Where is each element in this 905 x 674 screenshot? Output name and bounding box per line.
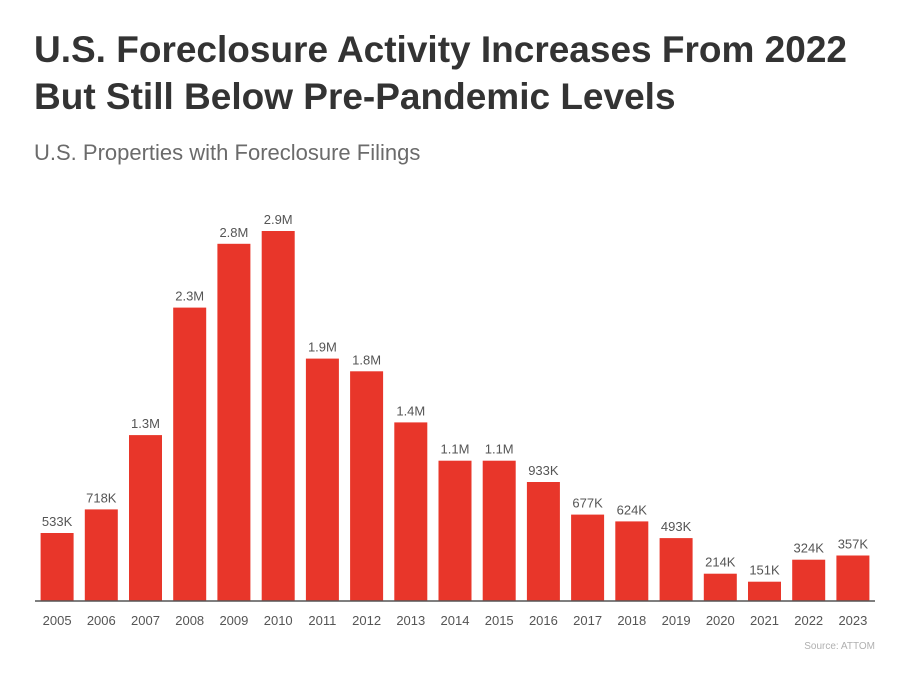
x-tick-label-2014: 2014 [441, 613, 470, 628]
x-tick-label-2006: 2006 [87, 613, 116, 628]
x-tick-label-2012: 2012 [352, 613, 381, 628]
bar-labels-group: 533K 718K 1.3M 2.3M 2.8M 2.9M 1.9M 1.8M 1.4M 1.1M… [42, 212, 868, 578]
x-tick-label-2015: 2015 [485, 613, 514, 628]
bar-value-label-2018: 624K [617, 502, 648, 517]
bar-value-label-2013: 1.4M [396, 403, 425, 418]
bar-2018 [615, 521, 649, 601]
bar-value-label-2016: 933K [528, 463, 559, 478]
bar-2016 [526, 482, 560, 601]
x-tick-label-2007: 2007 [131, 613, 160, 628]
bar-2015 [482, 460, 516, 601]
x-tick-label-2023: 2023 [838, 613, 867, 628]
bar-2008 [173, 307, 207, 601]
bar-value-label-2023: 357K [838, 537, 869, 552]
bar-2007 [129, 435, 162, 601]
x-tick-label-2021: 2021 [750, 613, 779, 628]
bar-2020 [703, 573, 737, 601]
x-tick-label-2019: 2019 [662, 613, 691, 628]
bar-value-label-2011: 1.9M [308, 340, 337, 355]
bar-value-label-2009: 2.8M [219, 225, 248, 240]
bar-value-label-2006: 718K [86, 490, 117, 505]
x-tick-label-2013: 2013 [396, 613, 425, 628]
x-tick-label-2010: 2010 [264, 613, 293, 628]
x-tick-label-2008: 2008 [175, 613, 204, 628]
bar-2013 [394, 422, 428, 601]
bar-value-label-2022: 324K [794, 541, 825, 556]
bar-value-label-2008: 2.3M [175, 289, 204, 304]
chart-title: U.S. Foreclosure Activity Increases From… [34, 29, 847, 117]
bar-value-label-2017: 677K [572, 496, 603, 511]
bar-value-label-2012: 1.8M [352, 352, 381, 367]
x-tick-label-2011: 2011 [308, 613, 336, 628]
bar-2010 [261, 231, 295, 601]
x-tick-label-2018: 2018 [617, 613, 646, 628]
x-tick-label-2009: 2009 [219, 613, 248, 628]
bar-value-label-2019: 493K [661, 519, 692, 534]
bar-2023 [836, 555, 870, 601]
bar-2019 [659, 538, 693, 601]
bar-value-label-2007: 1.3M [131, 416, 160, 431]
bar-2006 [84, 509, 118, 601]
source-note: Source: ATTOM [804, 641, 875, 652]
bar-value-label-2020: 214K [705, 555, 736, 570]
bar-value-label-2015: 1.1M [485, 442, 514, 457]
chart-subtitle: U.S. Properties with Foreclosure Filings [34, 140, 421, 165]
bar-value-label-2010: 2.9M [264, 212, 293, 227]
x-tick-label-2020: 2020 [706, 613, 735, 628]
bars-group [40, 231, 870, 602]
bar-value-label-2005: 533K [42, 514, 73, 529]
x-tick-label-2022: 2022 [794, 613, 823, 628]
x-tick-label-2016: 2016 [529, 613, 558, 628]
bar-2005 [40, 533, 74, 601]
bar-2017 [571, 514, 605, 601]
bar-2009 [217, 243, 251, 602]
bar-2012 [350, 371, 384, 601]
bar-2022 [792, 559, 826, 601]
bar-2021 [748, 581, 781, 601]
bar-value-label-2014: 1.1M [441, 442, 470, 457]
bar-2011 [305, 358, 339, 601]
x-tick-label-2005: 2005 [43, 613, 72, 628]
x-tick-label-2017: 2017 [573, 613, 602, 628]
x-tick-labels-group: 2005 2006 2007 2008 2009 2010 2011 2012 2013 2014… [43, 613, 868, 628]
bar-value-label-2021: 151K [749, 563, 780, 578]
bar-2014 [438, 460, 472, 601]
